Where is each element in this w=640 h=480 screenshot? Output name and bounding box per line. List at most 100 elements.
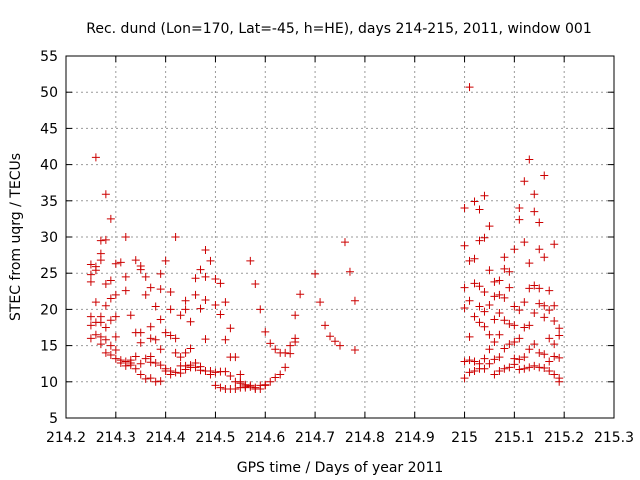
data-point <box>156 315 165 324</box>
data-point <box>490 292 499 301</box>
data-point <box>201 246 210 255</box>
data-point <box>211 381 220 390</box>
data-point <box>470 366 479 375</box>
data-point <box>460 357 469 366</box>
x-tick-label: 214.5 <box>195 430 235 446</box>
data-point <box>500 264 509 273</box>
data-point <box>520 353 529 362</box>
data-point <box>96 236 105 245</box>
data-point <box>151 377 160 386</box>
data-point <box>460 283 469 292</box>
axis-ticks: 5 10 15 20 25 30 35 40 45 50 55 214.2 214.3 214.4 214.… <box>40 49 634 446</box>
data-point <box>555 353 564 362</box>
data-point <box>495 330 504 339</box>
data-point <box>121 272 130 281</box>
data-point <box>515 365 524 374</box>
data-point <box>470 279 479 288</box>
data-point <box>485 301 494 310</box>
data-point <box>141 272 150 281</box>
data-point <box>480 322 489 331</box>
data-point <box>166 331 175 340</box>
grid-lines <box>66 56 614 418</box>
data-point <box>500 293 509 302</box>
data-point <box>171 334 180 343</box>
x-tick-label: 214.6 <box>245 430 285 446</box>
data-point <box>475 236 484 245</box>
data-point <box>530 361 539 370</box>
data-point <box>480 191 489 200</box>
data-point <box>550 370 559 379</box>
data-point <box>91 330 100 339</box>
data-point <box>545 286 554 295</box>
data-point <box>201 295 210 304</box>
data-point <box>96 340 105 349</box>
data-point <box>146 334 155 343</box>
data-point <box>236 379 245 388</box>
data-points <box>86 83 564 394</box>
data-point <box>176 311 185 320</box>
data-point <box>226 324 235 333</box>
data-point <box>196 362 205 371</box>
data-point <box>520 177 529 186</box>
data-point <box>540 350 549 359</box>
data-point <box>121 233 130 241</box>
data-point <box>470 312 479 321</box>
data-point <box>106 294 115 303</box>
data-point <box>326 332 335 341</box>
data-point <box>111 345 120 354</box>
data-point <box>136 328 145 337</box>
data-point <box>525 259 534 268</box>
data-point <box>146 283 155 292</box>
data-point <box>291 334 300 343</box>
x-axis-label: GPS time / Days of year 2011 <box>237 460 444 476</box>
data-point <box>181 348 190 357</box>
data-point <box>171 368 180 377</box>
data-point <box>555 331 564 340</box>
data-point <box>500 364 509 373</box>
data-point <box>291 311 300 320</box>
data-point <box>166 305 175 314</box>
data-point <box>480 364 489 373</box>
y-tick-label: 50 <box>40 85 58 101</box>
data-point <box>231 385 240 394</box>
data-point <box>550 352 559 361</box>
data-point <box>470 197 479 206</box>
data-point <box>191 358 200 367</box>
data-point <box>535 218 544 227</box>
data-point <box>111 259 120 268</box>
data-point <box>221 335 230 344</box>
y-tick-label: 55 <box>40 49 58 65</box>
data-point <box>510 354 519 363</box>
data-point <box>465 356 474 365</box>
x-tick-label: 215.2 <box>544 430 584 446</box>
data-point <box>206 256 215 265</box>
data-point <box>545 334 554 343</box>
data-point <box>136 261 145 270</box>
data-point <box>226 372 235 381</box>
data-point <box>221 367 230 376</box>
data-point <box>121 357 130 366</box>
data-point <box>500 316 509 325</box>
data-point <box>181 305 190 314</box>
data-point <box>266 377 275 386</box>
data-point <box>555 324 564 333</box>
data-point <box>156 285 165 294</box>
data-point <box>460 374 469 383</box>
data-point <box>216 383 225 392</box>
data-point <box>106 351 115 360</box>
data-point <box>201 272 210 281</box>
data-point <box>211 274 220 283</box>
data-point <box>141 354 150 363</box>
data-point <box>251 280 260 289</box>
data-point <box>136 338 145 347</box>
data-point <box>540 364 549 373</box>
data-point <box>146 374 155 383</box>
data-point <box>96 332 105 341</box>
data-point <box>500 253 509 262</box>
data-point <box>535 245 544 254</box>
data-point <box>505 363 514 372</box>
data-point <box>485 266 494 275</box>
data-point <box>106 214 115 223</box>
data-point <box>480 233 489 242</box>
data-point <box>246 381 255 390</box>
